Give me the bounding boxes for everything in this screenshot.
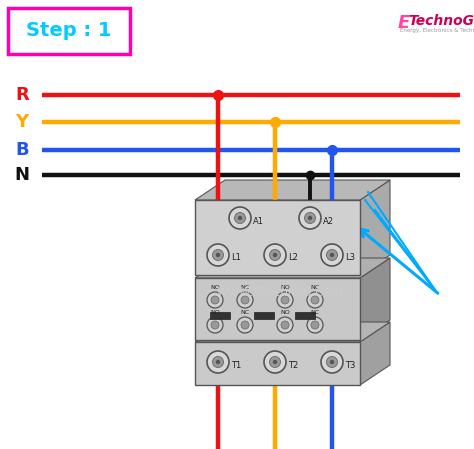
Text: E: E bbox=[398, 14, 410, 32]
Circle shape bbox=[330, 360, 334, 364]
Circle shape bbox=[330, 253, 334, 257]
Circle shape bbox=[311, 321, 319, 329]
Circle shape bbox=[211, 321, 219, 329]
Text: L2: L2 bbox=[288, 254, 298, 263]
Bar bbox=[295, 312, 315, 319]
Circle shape bbox=[237, 292, 253, 308]
Circle shape bbox=[281, 321, 289, 329]
Circle shape bbox=[327, 357, 337, 367]
Circle shape bbox=[235, 212, 246, 224]
Circle shape bbox=[273, 253, 277, 257]
Circle shape bbox=[277, 292, 293, 308]
Text: T2: T2 bbox=[288, 361, 298, 370]
Bar bbox=[254, 312, 274, 319]
Polygon shape bbox=[195, 322, 390, 342]
Circle shape bbox=[277, 317, 293, 333]
Circle shape bbox=[264, 244, 286, 266]
Text: A2: A2 bbox=[323, 216, 334, 225]
Circle shape bbox=[321, 351, 343, 373]
Circle shape bbox=[216, 360, 220, 364]
Text: A1: A1 bbox=[253, 216, 264, 225]
Polygon shape bbox=[195, 258, 390, 278]
Text: NO: NO bbox=[280, 310, 290, 315]
Text: B: B bbox=[15, 141, 29, 159]
Text: L3: L3 bbox=[345, 254, 355, 263]
Text: Y: Y bbox=[16, 113, 28, 131]
Circle shape bbox=[311, 296, 319, 304]
Circle shape bbox=[308, 216, 312, 220]
Text: NO: NO bbox=[210, 285, 220, 290]
Circle shape bbox=[299, 207, 321, 229]
Text: Energy, Electronics & Technology: Energy, Electronics & Technology bbox=[400, 28, 474, 33]
Bar bbox=[210, 312, 230, 319]
Circle shape bbox=[270, 357, 281, 367]
Text: NC: NC bbox=[310, 310, 319, 315]
Circle shape bbox=[212, 357, 224, 367]
Circle shape bbox=[270, 250, 281, 260]
Circle shape bbox=[207, 292, 223, 308]
Circle shape bbox=[321, 244, 343, 266]
Polygon shape bbox=[360, 180, 390, 275]
Circle shape bbox=[273, 360, 277, 364]
FancyBboxPatch shape bbox=[8, 8, 130, 54]
Circle shape bbox=[229, 207, 251, 229]
Text: NC: NC bbox=[310, 285, 319, 290]
Text: N: N bbox=[15, 166, 29, 184]
Text: T1: T1 bbox=[231, 361, 241, 370]
Circle shape bbox=[207, 317, 223, 333]
Text: NO: NO bbox=[210, 310, 220, 315]
Circle shape bbox=[307, 292, 323, 308]
Circle shape bbox=[207, 351, 229, 373]
Polygon shape bbox=[195, 180, 390, 200]
Circle shape bbox=[304, 212, 316, 224]
Text: Step : 1: Step : 1 bbox=[26, 22, 112, 40]
Circle shape bbox=[212, 250, 224, 260]
Circle shape bbox=[237, 317, 253, 333]
Polygon shape bbox=[360, 322, 390, 385]
Circle shape bbox=[216, 253, 220, 257]
Circle shape bbox=[241, 321, 249, 329]
Text: R: R bbox=[15, 86, 29, 104]
Circle shape bbox=[307, 317, 323, 333]
Polygon shape bbox=[360, 258, 390, 340]
Circle shape bbox=[264, 351, 286, 373]
Circle shape bbox=[211, 296, 219, 304]
FancyBboxPatch shape bbox=[195, 342, 360, 385]
Text: NO: NO bbox=[280, 285, 290, 290]
Text: WWW.ETechnoG.COM: WWW.ETechnoG.COM bbox=[217, 286, 344, 299]
Circle shape bbox=[238, 216, 242, 220]
Text: L1: L1 bbox=[231, 254, 241, 263]
Circle shape bbox=[281, 296, 289, 304]
Text: NC: NC bbox=[240, 285, 250, 290]
Circle shape bbox=[327, 250, 337, 260]
FancyBboxPatch shape bbox=[195, 200, 360, 275]
Circle shape bbox=[241, 296, 249, 304]
FancyBboxPatch shape bbox=[195, 278, 360, 340]
Text: T3: T3 bbox=[345, 361, 356, 370]
Circle shape bbox=[207, 244, 229, 266]
Text: TechnoG: TechnoG bbox=[408, 14, 474, 28]
Text: NC: NC bbox=[240, 310, 250, 315]
